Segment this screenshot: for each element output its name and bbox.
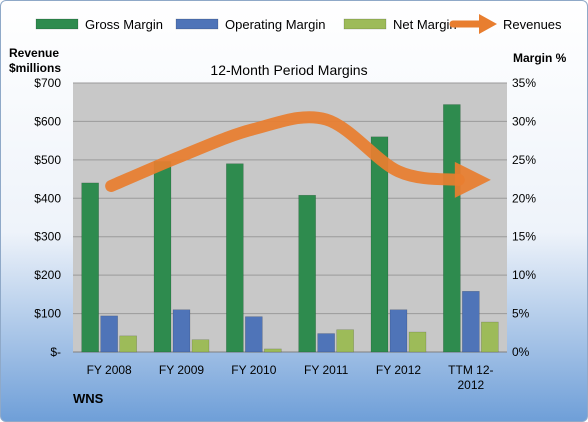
- right-tick-label: 35%: [512, 76, 536, 90]
- bar-net-margin: [481, 321, 499, 353]
- plot-background: [73, 83, 507, 352]
- right-tick-label: 0%: [512, 345, 530, 359]
- left-tick-label: $600: [34, 114, 61, 128]
- revenues-line: [105, 111, 465, 192]
- right-axis-label: Margin %: [513, 51, 567, 65]
- category-label: 2012: [457, 378, 484, 392]
- company-label: WNS: [73, 391, 104, 406]
- left-tick-label: $-: [50, 345, 61, 359]
- category-label: FY 2009: [159, 363, 204, 377]
- legend: Gross Margin Operating Margin Net Margin Re…: [35, 14, 562, 34]
- bar-net-margin: [264, 348, 282, 353]
- right-tick-label: 5%: [512, 307, 530, 321]
- right-tick-label: 10%: [512, 268, 536, 282]
- left-axis-label-line1: Revenue: [9, 46, 59, 60]
- category-label: TTM 12-: [448, 363, 493, 377]
- category-label: FY 2008: [87, 363, 132, 377]
- bar-gross-margin: [153, 161, 172, 353]
- right-tick-label: 25%: [512, 153, 536, 167]
- legend-label: Gross Margin: [85, 17, 163, 32]
- right-tick-label: 15%: [512, 230, 536, 244]
- left-tick-label: $200: [34, 268, 61, 282]
- bar-gross-margin: [443, 104, 461, 353]
- left-tick-label: $300: [34, 230, 61, 244]
- bar-operating-margin: [389, 309, 408, 353]
- chart-title: 12-Month Period Margins: [210, 62, 367, 78]
- bar-operating-margin: [462, 291, 480, 353]
- legend-label: Operating Margin: [225, 17, 325, 32]
- revenues-arrowhead: [454, 161, 491, 198]
- bar-gross-margin: [370, 136, 389, 353]
- bar-operating-margin: [100, 315, 118, 353]
- legend-label: Net Margin: [393, 17, 457, 32]
- legend-label: Revenues: [503, 17, 562, 32]
- category-label: FY 2010: [231, 363, 276, 377]
- bar-net-margin: [191, 339, 210, 353]
- legend-swatch-net-margin: [343, 18, 387, 30]
- legend-swatch-gross-margin: [35, 18, 79, 30]
- category-label: FY 2011: [304, 363, 349, 377]
- legend-arrow-revenues: [479, 14, 497, 34]
- left-axis-label-line2: $millions: [9, 61, 61, 75]
- left-tick-label: $100: [34, 307, 61, 321]
- left-tick-label: $400: [34, 191, 61, 205]
- plot-area: $- 0% $100 5% $200 10% $300 15% $400 20% $500 25% $6…: [34, 76, 536, 392]
- bar-net-margin: [336, 329, 354, 353]
- bar-gross-margin: [81, 182, 99, 353]
- left-tick-label: $500: [34, 153, 61, 167]
- left-tick-label: $700: [34, 76, 61, 90]
- legend-swatch-operating-margin: [175, 18, 219, 30]
- bar-operating-margin: [317, 333, 335, 353]
- category-label: FY 2012: [376, 363, 421, 377]
- right-tick-label: 30%: [512, 114, 536, 128]
- bar-operating-margin: [245, 316, 263, 353]
- bar-net-margin: [408, 331, 427, 353]
- bar-operating-margin: [172, 309, 191, 353]
- bar-net-margin: [119, 335, 137, 353]
- right-tick-label: 20%: [512, 191, 536, 205]
- bar-gross-margin: [226, 163, 244, 353]
- bar-gross-margin: [298, 194, 316, 353]
